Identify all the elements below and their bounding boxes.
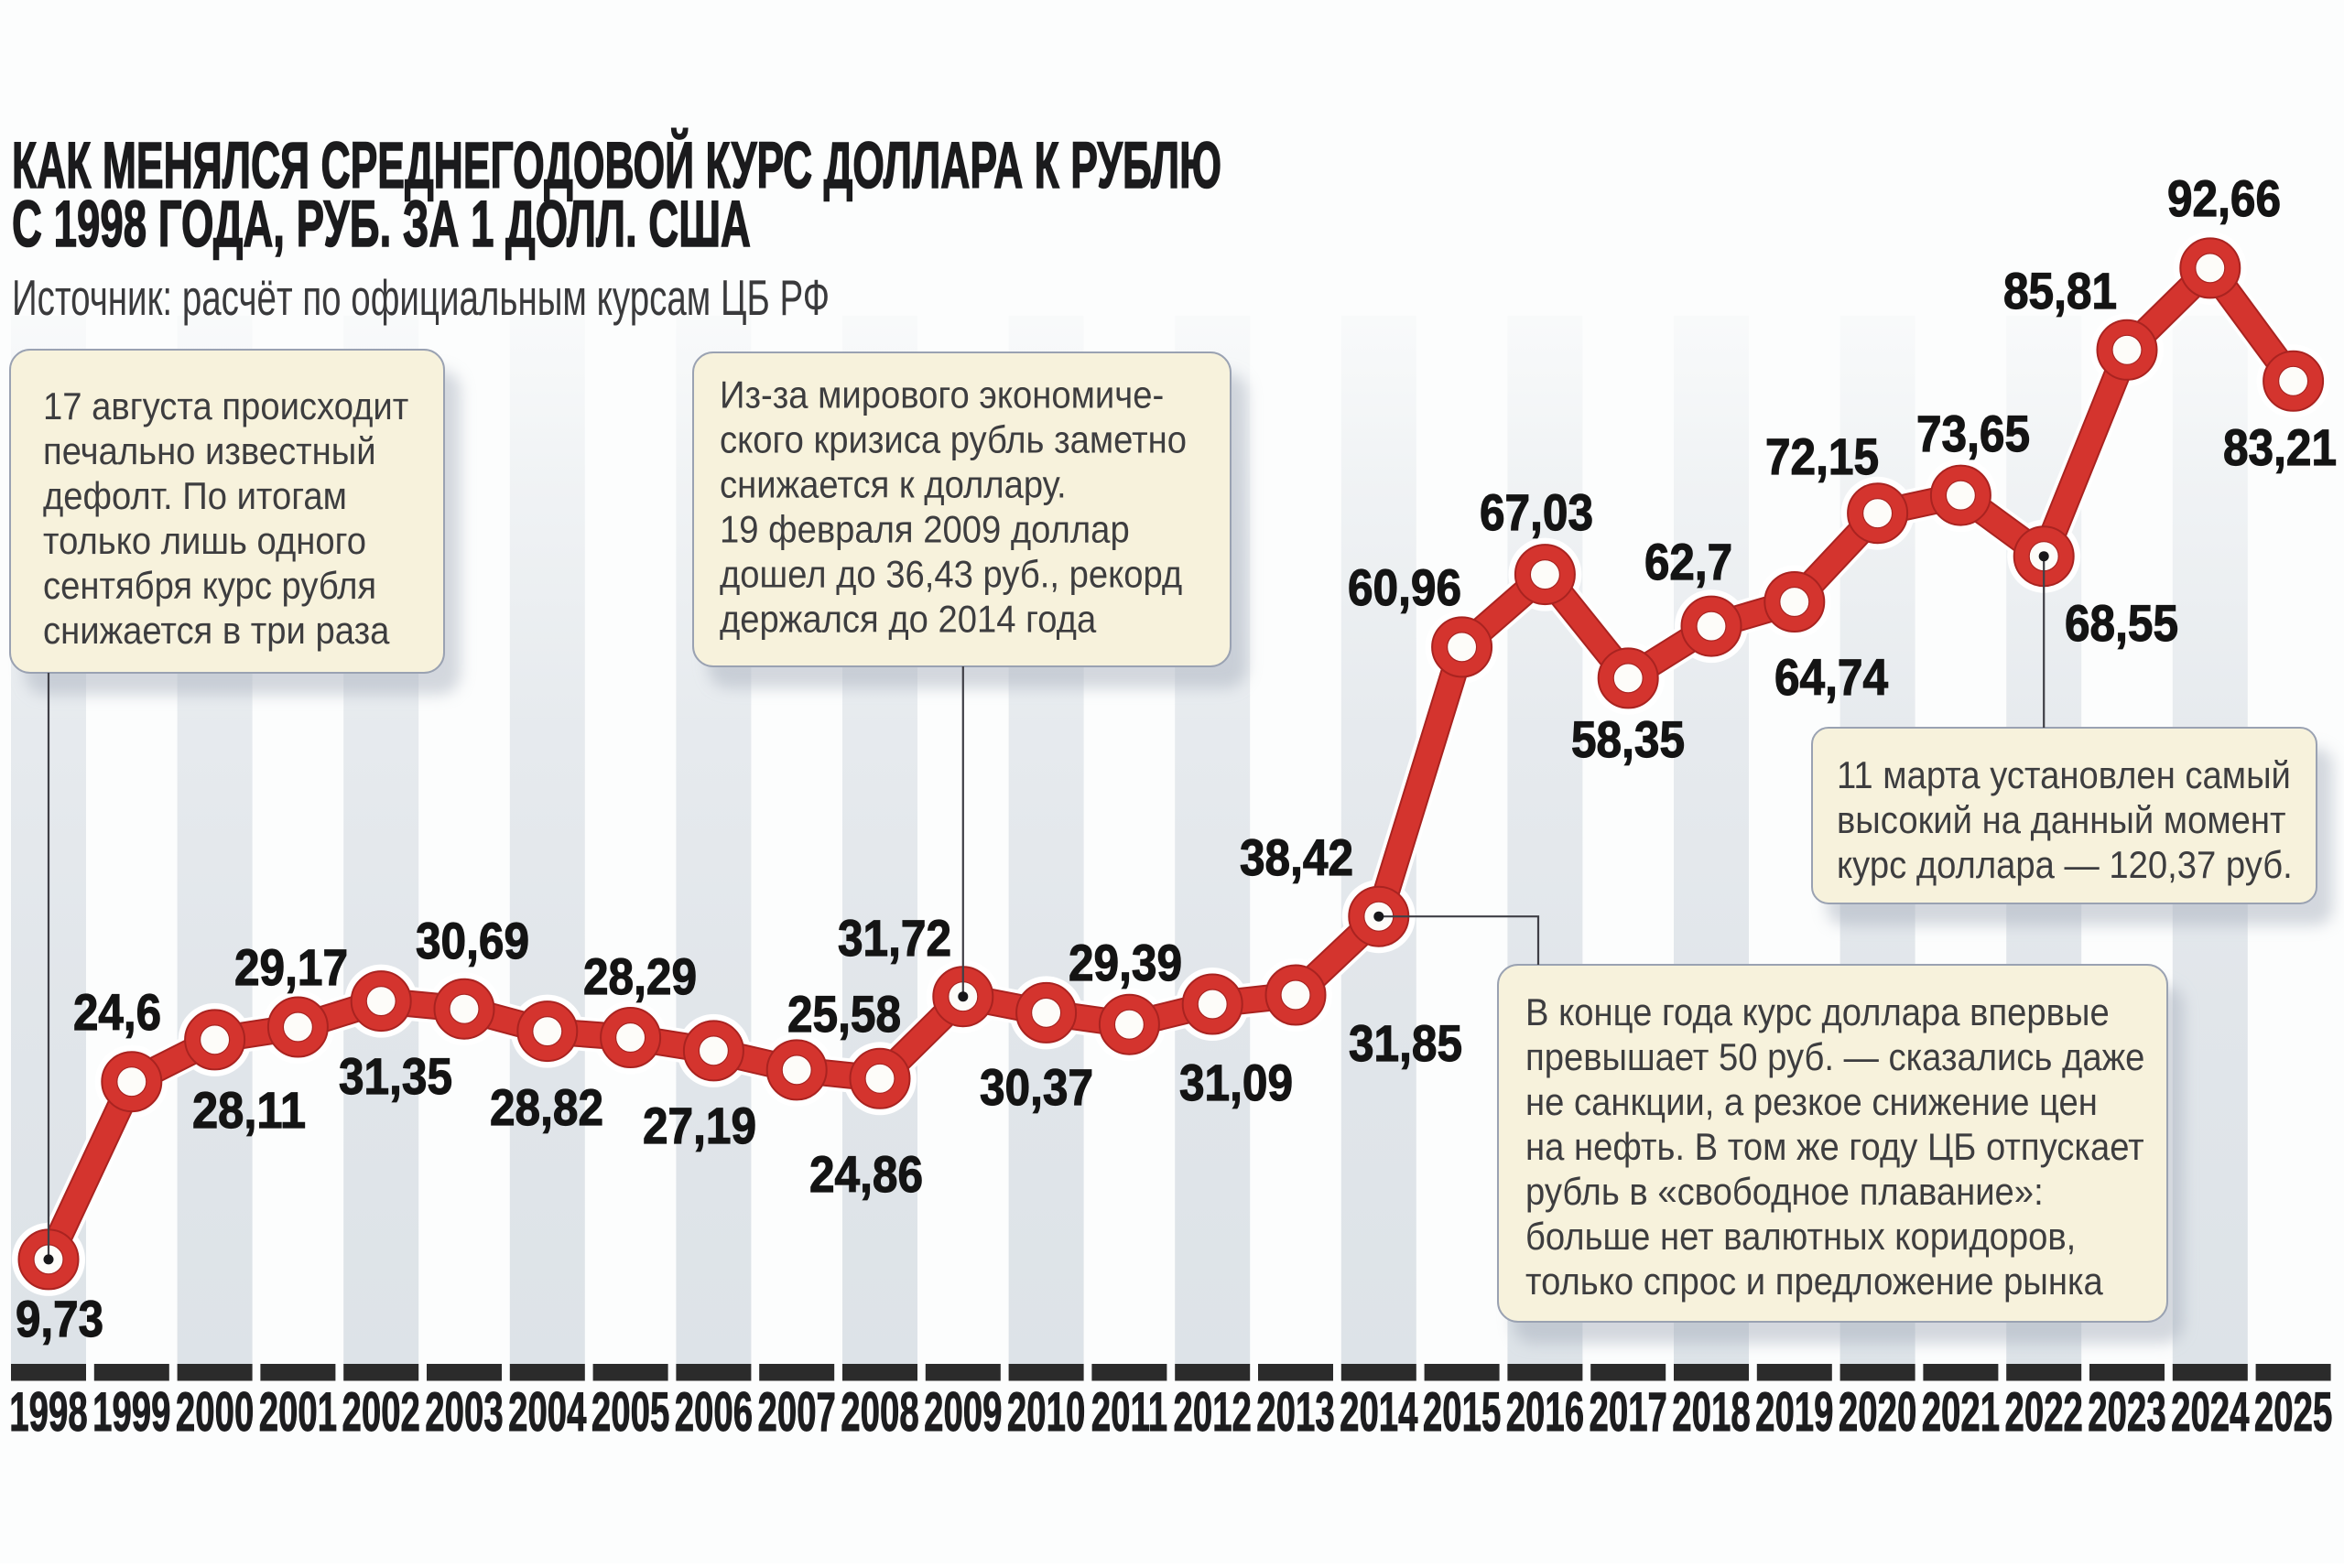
svg-text:не санкции, а резкое снижение: не санкции, а резкое снижение цен — [1525, 1080, 2098, 1123]
svg-text:печально известный: печально известный — [43, 429, 376, 472]
svg-text:2014: 2014 — [1340, 1380, 1417, 1443]
svg-text:11 марта установлен самый: 11 марта установлен самый — [1837, 753, 2291, 796]
svg-text:28,11: 28,11 — [192, 1081, 306, 1139]
svg-text:сентября курс рубля: сентября курс рубля — [43, 564, 376, 607]
svg-text:31,35: 31,35 — [339, 1047, 452, 1105]
svg-text:больше нет валютных коридоров,: больше нет валютных коридоров, — [1525, 1215, 2076, 1258]
svg-text:2009: 2009 — [924, 1380, 1002, 1443]
svg-text:2013: 2013 — [1256, 1380, 1334, 1443]
svg-text:2017: 2017 — [1589, 1380, 1666, 1443]
svg-text:В конце года курс доллара впер: В конце года курс доллара впервые — [1525, 990, 2110, 1033]
svg-text:2010: 2010 — [1007, 1380, 1085, 1443]
svg-text:2024: 2024 — [2171, 1380, 2249, 1443]
svg-text:83,21: 83,21 — [2223, 418, 2337, 476]
svg-text:64,74: 64,74 — [1774, 648, 1888, 706]
svg-text:72,15: 72,15 — [1765, 427, 1879, 485]
svg-text:Из-за мирового экономиче-: Из-за мирового экономиче- — [720, 373, 1164, 416]
svg-text:29,17: 29,17 — [234, 938, 348, 996]
svg-text:2021: 2021 — [1922, 1380, 2000, 1443]
svg-text:2000: 2000 — [176, 1380, 254, 1443]
svg-text:73,65: 73,65 — [1916, 405, 2030, 462]
svg-text:19 февраля 2009 доллар: 19 февраля 2009 доллар — [720, 507, 1130, 550]
svg-text:60,96: 60,96 — [1348, 558, 1461, 616]
svg-text:ского кризиса рубль заметно: ского кризиса рубль заметно — [720, 417, 1187, 460]
svg-text:29,39: 29,39 — [1069, 934, 1182, 991]
svg-text:31,09: 31,09 — [1179, 1054, 1293, 1111]
svg-text:27,19: 27,19 — [643, 1097, 756, 1154]
svg-text:2019: 2019 — [1755, 1380, 1833, 1443]
svg-text:только лишь одного: только лишь одного — [43, 519, 366, 562]
svg-text:снижается к доллару.: снижается к доллару. — [720, 462, 1067, 505]
svg-text:превышает 50 руб. — сказались: превышает 50 руб. — сказались даже — [1525, 1035, 2144, 1078]
svg-text:2002: 2002 — [342, 1380, 419, 1443]
svg-text:25,58: 25,58 — [787, 985, 901, 1043]
svg-text:2012: 2012 — [1173, 1380, 1251, 1443]
svg-text:дошел до 36,43 руб., рекорд: дошел до 36,43 руб., рекорд — [720, 552, 1182, 595]
svg-text:24,86: 24,86 — [809, 1145, 923, 1203]
svg-text:1998: 1998 — [9, 1380, 87, 1443]
svg-text:Источник: расчёт по официальны: Источник: расчёт по официальным курсам Ц… — [12, 269, 830, 326]
svg-text:85,81: 85,81 — [2003, 262, 2117, 319]
svg-text:КАК МЕНЯЛСЯ СРЕДНЕГОДОВОЙ КУРС: КАК МЕНЯЛСЯ СРЕДНЕГОДОВОЙ КУРС ДОЛЛАРА К… — [12, 129, 1221, 202]
svg-text:31,85: 31,85 — [1349, 1014, 1462, 1072]
svg-text:1999: 1999 — [92, 1380, 170, 1443]
svg-text:2015: 2015 — [1423, 1380, 1501, 1443]
svg-text:2007: 2007 — [757, 1380, 835, 1443]
svg-text:30,37: 30,37 — [980, 1058, 1093, 1116]
svg-text:2022: 2022 — [2004, 1380, 2082, 1443]
svg-text:снижается в три раза: снижается в три раза — [43, 609, 390, 652]
svg-text:высокий на данный момент: высокий на данный момент — [1837, 798, 2286, 841]
svg-text:2001: 2001 — [259, 1380, 337, 1443]
svg-text:дефолт. По итогам: дефолт. По итогам — [43, 474, 347, 517]
svg-text:67,03: 67,03 — [1480, 483, 1593, 541]
svg-text:2005: 2005 — [591, 1380, 669, 1443]
svg-text:2006: 2006 — [675, 1380, 753, 1443]
svg-text:2018: 2018 — [1672, 1380, 1750, 1443]
svg-text:2011: 2011 — [1091, 1380, 1167, 1443]
svg-text:2016: 2016 — [1506, 1380, 1584, 1443]
svg-text:2003: 2003 — [425, 1380, 503, 1443]
svg-text:только спрос и предложение рын: только спрос и предложение рынка — [1525, 1260, 2103, 1303]
svg-text:38,42: 38,42 — [1240, 828, 1353, 886]
svg-text:17 августа происходит: 17 августа происходит — [43, 384, 408, 427]
svg-text:58,35: 58,35 — [1571, 710, 1685, 768]
svg-text:2004: 2004 — [508, 1380, 586, 1443]
svg-text:2008: 2008 — [841, 1380, 918, 1443]
svg-text:9,73: 9,73 — [16, 1290, 103, 1347]
svg-text:на нефть. В том же году ЦБ отп: на нефть. В том же году ЦБ отпускает — [1525, 1125, 2144, 1168]
svg-text:2020: 2020 — [1839, 1380, 1916, 1443]
svg-text:28,29: 28,29 — [583, 947, 697, 1005]
svg-text:2025: 2025 — [2254, 1380, 2332, 1443]
svg-text:28,82: 28,82 — [490, 1078, 603, 1136]
svg-text:курс доллара — 120,37 руб.: курс доллара — 120,37 руб. — [1837, 843, 2293, 886]
svg-text:92,66: 92,66 — [2167, 169, 2281, 227]
svg-text:62,7: 62,7 — [1644, 533, 1732, 590]
svg-text:С 1998 ГОДА, РУБ. ЗА 1 ДОЛЛ. С: С 1998 ГОДА, РУБ. ЗА 1 ДОЛЛ. США — [12, 189, 751, 261]
svg-text:31,72: 31,72 — [838, 909, 951, 967]
svg-text:68,55: 68,55 — [2065, 594, 2178, 652]
svg-text:держался до 2014 года: держался до 2014 года — [720, 597, 1097, 640]
svg-text:24,6: 24,6 — [73, 983, 161, 1041]
svg-text:2023: 2023 — [2088, 1380, 2165, 1443]
svg-text:рубль в «свободное плавание»:: рубль в «свободное плавание»: — [1525, 1170, 2044, 1213]
svg-text:30,69: 30,69 — [416, 912, 529, 969]
